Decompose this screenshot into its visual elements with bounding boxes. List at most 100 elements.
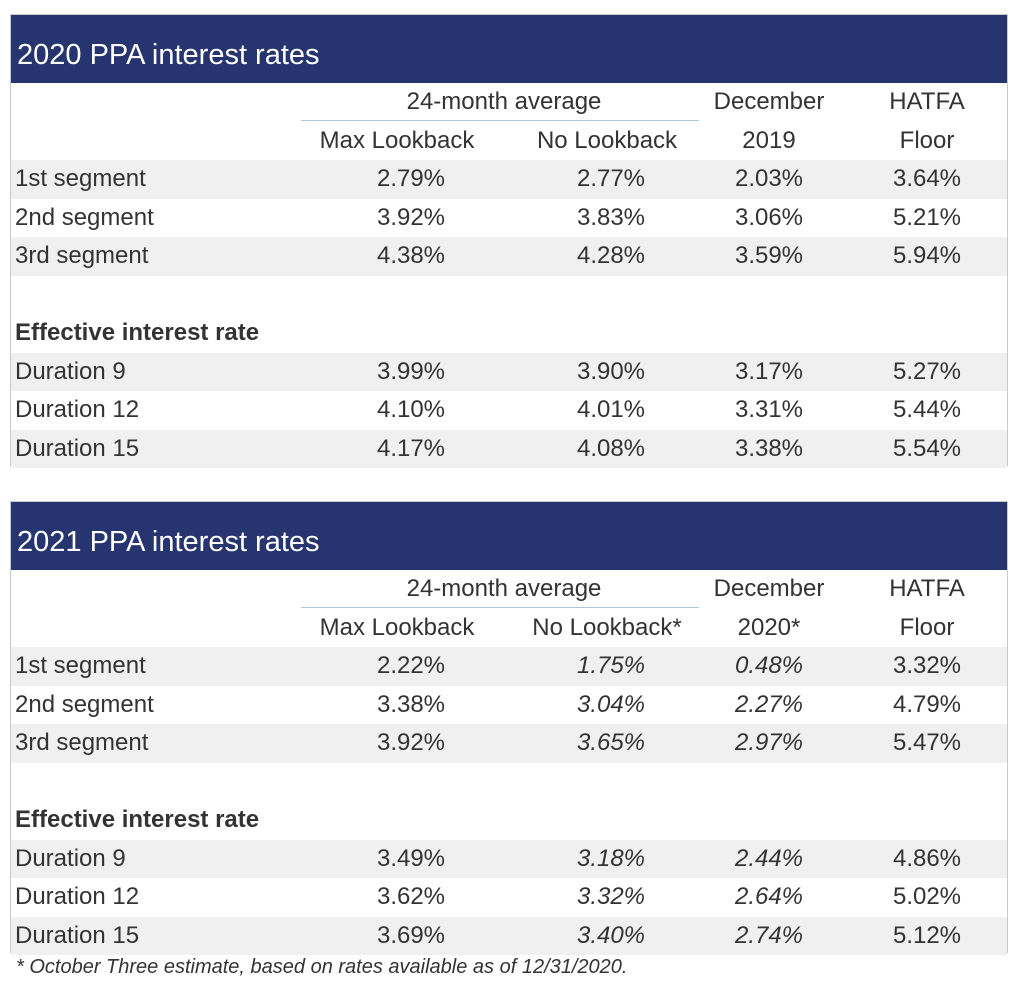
value-hatfa-floor: 4.79% — [892, 690, 962, 718]
group-underline — [301, 120, 699, 121]
value-max-lookback: 3.62% — [376, 883, 446, 910]
table-row: Duration 9 3.49% 3.18% 2.44% 4.86% — [11, 839, 1007, 878]
table-row: Duration 9 3.99% 3.90% 3.17% 5.27% — [11, 352, 1007, 391]
value-hatfa-floor: 5.44% — [892, 396, 962, 423]
header-row-2: Max Lookback No Lookback* 2020* Floor — [11, 609, 1007, 648]
header-year: 2019 — [742, 126, 796, 154]
value-hatfa-floor: 3.64% — [892, 165, 962, 192]
value-no-lookback: 3.90% — [576, 357, 646, 385]
table-row: Duration 15 3.69% 3.40% 2.74% 5.12% — [11, 916, 1007, 955]
value-hatfa-floor: 5.54% — [892, 434, 962, 462]
value-max-lookback: 4.17% — [376, 434, 446, 462]
value-hatfa-floor: 5.27% — [892, 357, 962, 385]
row-label: 1st segment — [15, 165, 146, 192]
value-max-lookback: 2.79% — [376, 165, 446, 192]
value-no-lookback: 4.01% — [576, 396, 646, 423]
value-no-lookback: 2.77% — [576, 165, 646, 192]
value-hatfa-floor: 5.02% — [892, 883, 962, 910]
value-december: 2.64% — [734, 883, 804, 910]
header-floor: Floor — [899, 613, 955, 641]
header-max-lookback: Max Lookback — [319, 126, 475, 154]
row-label: Duration 9 — [15, 357, 126, 385]
table-row: 2nd segment 3.92% 3.83% 3.06% 5.21% — [11, 199, 1007, 238]
row-label: Duration 12 — [15, 883, 140, 910]
spacer-row — [11, 763, 1007, 802]
header-max-lookback: Max Lookback — [319, 613, 475, 641]
value-december: 3.59% — [734, 242, 804, 269]
value-hatfa-floor: 5.12% — [892, 921, 962, 949]
value-hatfa-floor: 3.32% — [892, 652, 962, 679]
value-december: 3.38% — [734, 434, 804, 462]
value-no-lookback: 4.08% — [576, 434, 646, 462]
value-december: 2.74% — [734, 921, 804, 949]
row-label: 1st segment — [15, 652, 146, 679]
table-row: 1st segment 2.79% 2.77% 2.03% 3.64% — [11, 160, 1007, 199]
row-label: 3rd segment — [15, 242, 149, 269]
value-december: 2.44% — [734, 844, 804, 872]
section-heading-row: Effective interest rate — [11, 314, 1007, 353]
row-label: Duration 9 — [15, 844, 126, 872]
group-underline — [301, 607, 699, 608]
spacer-row — [11, 276, 1007, 315]
value-no-lookback: 4.28% — [576, 242, 646, 269]
value-december: 2.97% — [734, 729, 804, 756]
table-row: 3rd segment 4.38% 4.28% 3.59% 5.94% — [11, 237, 1007, 276]
section-heading-row: Effective interest rate — [11, 801, 1007, 840]
value-december: 3.17% — [734, 357, 804, 385]
value-max-lookback: 4.10% — [376, 396, 446, 423]
value-hatfa-floor: 5.47% — [892, 729, 962, 756]
row-label: 2nd segment — [15, 690, 154, 718]
effective-rate-heading: Effective interest rate — [15, 319, 260, 346]
value-december: 2.03% — [734, 165, 804, 192]
row-label: Duration 12 — [15, 396, 140, 423]
table-row: 3rd segment 3.92% 3.65% 2.97% 5.47% — [11, 724, 1007, 763]
header-year: 2020* — [737, 613, 801, 641]
effective-rate-heading: Effective interest rate — [15, 806, 260, 833]
row-label: Duration 15 — [15, 434, 140, 462]
value-max-lookback: 3.92% — [376, 729, 446, 756]
header-december: December — [713, 88, 825, 115]
header-december: December — [713, 575, 825, 602]
table-row: Duration 12 4.10% 4.01% 3.31% 5.44% — [11, 391, 1007, 430]
header-row-1: 24-month average December HATFA — [11, 570, 1007, 609]
table-row: Duration 12 3.62% 3.32% 2.64% 5.02% — [11, 878, 1007, 917]
header-no-lookback: No Lookback — [536, 126, 678, 154]
row-label: Duration 15 — [15, 921, 140, 949]
header-hatfa: HATFA — [889, 575, 965, 602]
ppa-2021-table: 2021 PPA interest rates 24-month average… — [10, 501, 1008, 955]
table-title: 2021 PPA interest rates — [11, 502, 1007, 570]
value-december: 0.48% — [734, 652, 804, 679]
table-row: 2nd segment 3.38% 3.04% 2.27% 4.79% — [11, 686, 1007, 725]
value-max-lookback: 3.69% — [376, 921, 446, 949]
value-no-lookback: 3.04% — [576, 690, 646, 718]
footnote: * October Three estimate, based on rates… — [16, 956, 628, 978]
value-hatfa-floor: 5.21% — [892, 203, 962, 231]
table-row: Duration 15 4.17% 4.08% 3.38% 5.54% — [11, 429, 1007, 468]
value-hatfa-floor: 4.86% — [892, 844, 962, 872]
value-max-lookback: 2.22% — [376, 652, 446, 679]
value-no-lookback: 3.32% — [576, 883, 646, 910]
value-max-lookback: 3.99% — [376, 357, 446, 385]
value-december: 3.06% — [734, 203, 804, 231]
header-hatfa: HATFA — [889, 88, 965, 115]
value-no-lookback: 3.65% — [576, 729, 646, 756]
row-label: 2nd segment — [15, 203, 154, 231]
table-row: 1st segment 2.22% 1.75% 0.48% 3.32% — [11, 647, 1007, 686]
value-no-lookback: 3.40% — [576, 921, 646, 949]
value-max-lookback: 3.92% — [376, 203, 446, 231]
value-no-lookback: 1.75% — [576, 652, 646, 679]
row-label: 3rd segment — [15, 729, 149, 756]
header-row-1: 24-month average December HATFA — [11, 83, 1007, 122]
value-december: 3.31% — [734, 396, 804, 423]
value-no-lookback: 3.83% — [576, 203, 646, 231]
value-max-lookback: 3.49% — [376, 844, 446, 872]
value-max-lookback: 4.38% — [376, 242, 446, 269]
header-floor: Floor — [899, 126, 955, 154]
value-max-lookback: 3.38% — [376, 690, 446, 718]
header-24-month-average: 24-month average — [406, 88, 602, 115]
header-no-lookback: No Lookback* — [532, 613, 682, 641]
value-december: 2.27% — [734, 690, 804, 718]
table-title: 2020 PPA interest rates — [11, 15, 1007, 83]
header-row-2: Max Lookback No Lookback 2019 Floor — [11, 122, 1007, 161]
ppa-2020-table: 2020 PPA interest rates 24-month average… — [10, 14, 1008, 468]
